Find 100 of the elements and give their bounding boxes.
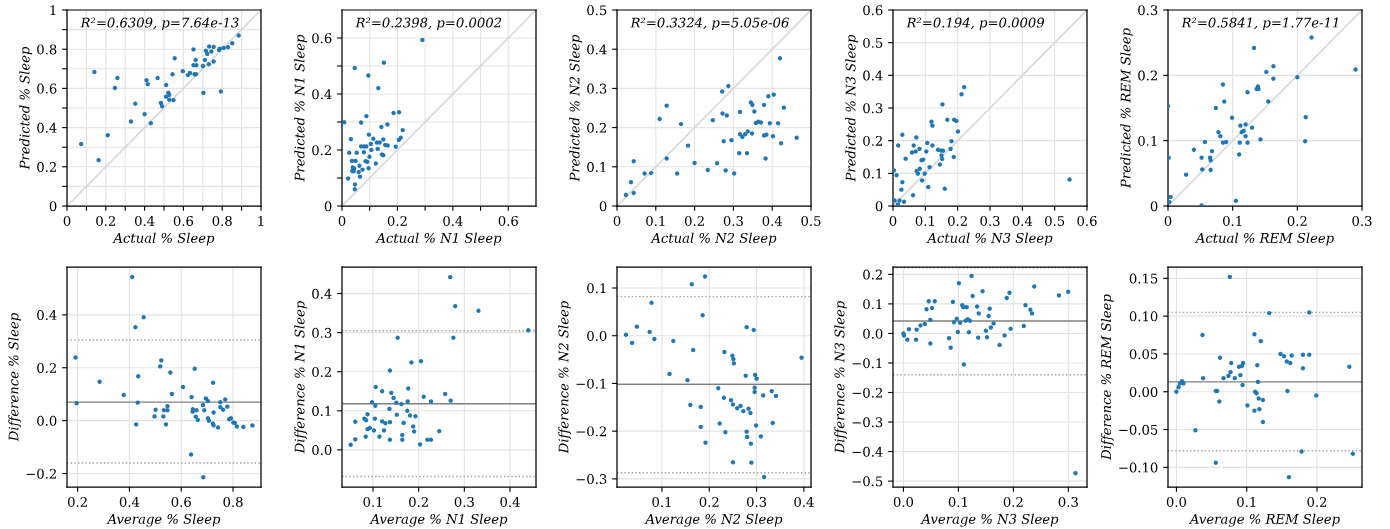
y-tick-label: 0.00 bbox=[1129, 386, 1158, 397]
y-axis-title: Predicted % Sleep bbox=[19, 46, 33, 170]
y-tick-label: 0.05 bbox=[1129, 349, 1158, 360]
x-tick-label: 0.8 bbox=[212, 215, 232, 226]
y-axis-title: Difference % N1 Sleep bbox=[294, 301, 308, 454]
y-tick-label: 0.2 bbox=[863, 269, 882, 280]
x-tick-label: 0.5 bbox=[1045, 215, 1065, 226]
x-tick-label: 0.3 bbox=[746, 496, 767, 507]
y-axis-title: Predicted % REM Sleep bbox=[1120, 28, 1134, 189]
x-tick-label: 0.5 bbox=[801, 215, 821, 226]
y-tick-label: 0.1 bbox=[863, 168, 882, 179]
y-tick-label: −0.05 bbox=[1119, 424, 1158, 435]
x-tick-label: 0 bbox=[889, 215, 897, 226]
y-tick-label: 0.0 bbox=[312, 445, 332, 456]
y-tick-label: 0.5 bbox=[587, 5, 607, 16]
x-tick-label: 0.2 bbox=[387, 215, 407, 226]
y-tick-label: −0.1 bbox=[576, 378, 606, 389]
x-tick-label: 0.2 bbox=[699, 496, 719, 507]
x-tick-label: 0.3 bbox=[454, 496, 474, 507]
x-tick-label: 0 bbox=[63, 215, 71, 226]
x-tick-label: 0 bbox=[338, 215, 346, 226]
x-tick-label: 0.4 bbox=[443, 215, 463, 226]
x-tick-label: 0.6 bbox=[498, 215, 518, 226]
y-tick-label: 0.4 bbox=[587, 44, 607, 55]
y-tick-label: 0.5 bbox=[863, 37, 883, 48]
x-tick-label: 0.0 bbox=[1166, 496, 1187, 507]
y-tick-label: −0.1 bbox=[852, 358, 882, 369]
y-tick-label: 0.1 bbox=[863, 299, 882, 310]
x-tick-label: 0.2 bbox=[96, 215, 115, 226]
annotation: R²=0.2398, p=0.0002 bbox=[355, 17, 502, 31]
x-axis-title: Average % N1 Sleep bbox=[369, 513, 508, 527]
y-tick-label: 0 bbox=[324, 201, 332, 212]
x-tick-label: 0.1 bbox=[646, 215, 665, 226]
x-axis-title: Actual % REM Sleep bbox=[1194, 232, 1334, 246]
y-tick-label: 0.2 bbox=[312, 366, 331, 377]
x-tick-label: 0.4 bbox=[794, 496, 814, 507]
x-tick-label: 0.2 bbox=[1003, 496, 1023, 507]
x-axis-title: Average % N2 Sleep bbox=[644, 513, 783, 527]
x-tick-label: 0.2 bbox=[409, 496, 428, 507]
y-tick-label: −0.2 bbox=[852, 387, 882, 398]
y-tick-label: 0.0 bbox=[37, 415, 57, 426]
y-tick-label: 0 bbox=[1150, 201, 1158, 212]
y-tick-label: 0 bbox=[49, 201, 57, 212]
x-tick-label: 0.3 bbox=[980, 215, 1000, 226]
x-tick-label: 0 bbox=[1164, 215, 1172, 226]
y-axis-title: Predicted % N3 Sleep bbox=[845, 34, 859, 182]
x-tick-label: 0.2 bbox=[68, 496, 87, 507]
y-tick-label: 0.1 bbox=[587, 283, 606, 294]
x-tick-label: 0.1 bbox=[652, 496, 671, 507]
x-axis-title: Average % Sleep bbox=[106, 513, 221, 527]
x-tick-label: 0.4 bbox=[119, 496, 140, 507]
y-tick-label: 0 bbox=[875, 201, 883, 212]
y-tick-label: 0.10 bbox=[1129, 311, 1158, 322]
y-tick-label: 0.3 bbox=[1138, 5, 1158, 16]
annotation: R²=0.3324, p=5.05e-06 bbox=[630, 17, 789, 31]
x-axis-title: Average % N3 Sleep bbox=[920, 513, 1059, 527]
y-tick-label: −0.3 bbox=[576, 474, 607, 485]
x-tick-label: 0.6 bbox=[171, 496, 191, 507]
y-tick-label: 0.6 bbox=[37, 83, 57, 94]
x-tick-label: 0.1 bbox=[948, 496, 968, 507]
y-tick-label: −0.2 bbox=[576, 426, 606, 437]
x-tick-label: 0.6 bbox=[173, 215, 194, 226]
y-tick-label: 0.1 bbox=[1138, 135, 1157, 146]
annotation: R²=0.5841, p=1.77e-11 bbox=[1181, 17, 1338, 31]
y-tick-label: 0.6 bbox=[312, 33, 332, 44]
y-tick-label: 1 bbox=[50, 5, 56, 16]
y-tick-label: 0.4 bbox=[37, 122, 57, 133]
y-tick-label: 0.0 bbox=[587, 330, 607, 341]
y-tick-label: 0.15 bbox=[1129, 273, 1158, 284]
y-tick-label: 0.6 bbox=[863, 5, 883, 16]
x-tick-label: 0.1 bbox=[363, 496, 382, 507]
y-tick-label: −0.10 bbox=[1119, 462, 1158, 473]
x-axis-title: Actual % N1 Sleep bbox=[375, 232, 502, 246]
y-axis-title: Predicted % N1 Sleep bbox=[294, 34, 308, 182]
y-axis-title: Predicted % N2 Sleep bbox=[569, 34, 583, 182]
annotation: R²=0.194, p=0.0009 bbox=[906, 17, 1045, 31]
y-tick-label: −0.4 bbox=[852, 446, 883, 457]
x-tick-label: 0.4 bbox=[500, 496, 520, 507]
x-tick-label: 1 bbox=[258, 215, 264, 226]
y-tick-label: 0.2 bbox=[1138, 70, 1157, 81]
x-axis-title: Actual % N2 Sleep bbox=[650, 232, 777, 246]
annotation: R²=0.6309, p=7.64e-13 bbox=[80, 17, 239, 31]
x-axis-title: Average % REM Sleep bbox=[1188, 513, 1340, 527]
y-tick-label: 0.1 bbox=[587, 162, 606, 172]
x-tick-label: 0.3 bbox=[723, 215, 743, 226]
y-tick-label: 0 bbox=[599, 201, 607, 212]
x-tick-label: 0.0 bbox=[893, 496, 914, 507]
y-tick-label: 0.2 bbox=[863, 135, 882, 146]
y-tick-label: 0.2 bbox=[587, 122, 606, 133]
y-tick-label: −0.2 bbox=[26, 468, 56, 479]
y-axis-title: Difference % N3 Sleep bbox=[834, 301, 848, 454]
x-tick-label: 0.3 bbox=[1058, 496, 1078, 507]
y-tick-label: 0.3 bbox=[863, 103, 883, 114]
x-tick-label: 0.6 bbox=[1077, 215, 1097, 226]
y-tick-label: 0.4 bbox=[312, 89, 332, 100]
x-tick-label: 0.2 bbox=[684, 215, 704, 226]
y-axis-title: Difference % N2 Sleep bbox=[558, 301, 572, 454]
x-tick-label: 0.1 bbox=[915, 215, 934, 226]
y-axis-title: Difference % Sleep bbox=[8, 313, 22, 442]
x-tick-label: 0.2 bbox=[1287, 215, 1307, 226]
